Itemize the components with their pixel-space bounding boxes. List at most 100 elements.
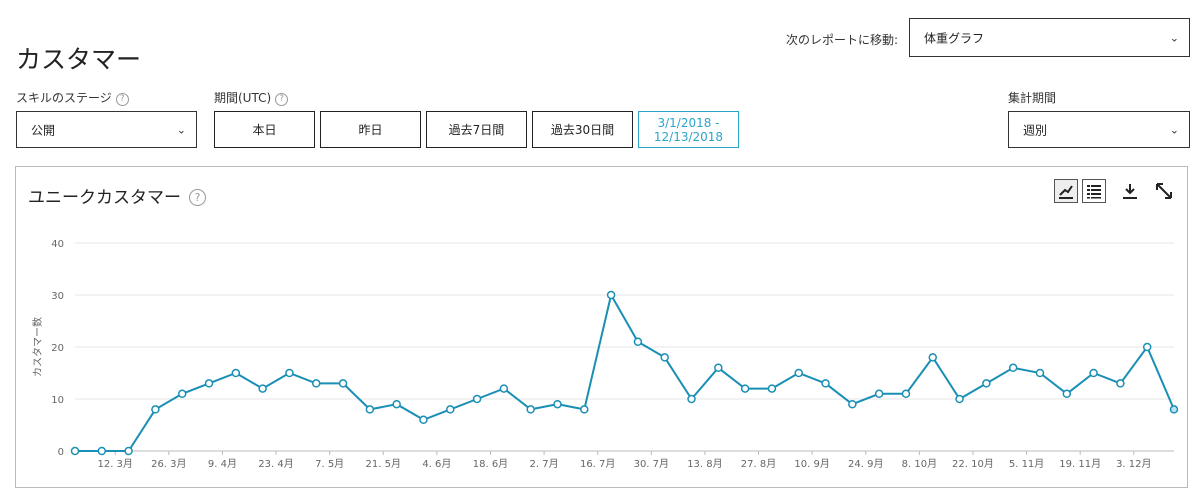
data-point[interactable] <box>848 399 857 409</box>
data-point[interactable] <box>70 446 80 456</box>
data-point[interactable] <box>928 353 938 362</box>
data-point[interactable] <box>901 389 911 399</box>
x-tick-label: 19. 11月 <box>1059 458 1101 470</box>
data-point[interactable] <box>580 405 589 414</box>
data-point[interactable] <box>687 394 696 404</box>
data-point[interactable] <box>97 446 107 456</box>
data-point[interactable] <box>1089 368 1098 378</box>
data-point[interactable] <box>821 379 830 388</box>
data-point[interactable] <box>446 405 455 414</box>
series-points <box>70 290 1179 456</box>
x-tick-label: 24. 9月 <box>848 458 883 470</box>
x-tick-label: 26. 3月 <box>151 458 186 470</box>
data-point[interactable] <box>1116 379 1125 388</box>
data-point[interactable] <box>258 384 267 393</box>
skill-stage-select[interactable]: 公開 ⌄ <box>16 111 197 148</box>
data-point[interactable] <box>874 389 884 399</box>
download-icon[interactable] <box>1118 179 1142 203</box>
data-point[interactable] <box>1008 363 1018 373</box>
data-point[interactable] <box>714 363 723 373</box>
data-point[interactable] <box>794 368 803 378</box>
period-7days-button[interactable]: 過去7日間 <box>426 111 527 148</box>
data-point[interactable] <box>767 384 777 393</box>
data-point[interactable] <box>526 405 535 414</box>
data-point[interactable] <box>338 379 348 388</box>
aggregation-select[interactable]: 週別 ⌄ <box>1008 111 1190 148</box>
data-point[interactable] <box>151 405 160 414</box>
data-point[interactable] <box>1035 368 1045 378</box>
help-icon[interactable]: ? <box>115 93 129 106</box>
help-icon[interactable]: ? <box>275 93 289 106</box>
aggregation-label: 集計期間 <box>1008 91 1057 105</box>
report-nav-label: 次のレポートに移動: <box>786 33 899 47</box>
aggregation-value: 週別 <box>1023 123 1048 137</box>
x-tick-label: 4. 6月 <box>422 458 451 470</box>
x-tick-label: 8. 10月 <box>902 458 937 470</box>
data-point[interactable] <box>204 379 214 388</box>
report-nav-select[interactable]: 体重グラフ ⌄ <box>909 18 1190 57</box>
period-label: 期間(UTC)? <box>214 89 289 106</box>
chevron-down-icon: ⌄ <box>1169 31 1179 44</box>
period-30days-button[interactable]: 過去30日間 <box>532 111 633 148</box>
skill-stage-value: 公開 <box>31 123 56 137</box>
chart-panel <box>15 166 1188 488</box>
data-point[interactable] <box>982 379 991 388</box>
y-tick-label: 20 <box>51 343 64 354</box>
y-tick-label: 30 <box>51 291 64 302</box>
x-tick-label: 13. 8月 <box>687 458 722 470</box>
data-point[interactable] <box>499 384 509 393</box>
x-tick-label: 16. 7月 <box>580 458 615 470</box>
report-nav-value: 体重グラフ <box>924 31 985 45</box>
help-icon[interactable]: ? <box>189 189 206 206</box>
x-tick-label: 3. 12月 <box>1116 458 1151 470</box>
chevron-down-icon: ⌄ <box>1169 123 1179 136</box>
table-list-icon[interactable] <box>1082 179 1106 203</box>
data-point[interactable] <box>1142 342 1152 352</box>
data-point[interactable] <box>740 384 750 393</box>
data-point[interactable] <box>1062 389 1072 399</box>
expand-icon[interactable] <box>1152 179 1176 203</box>
data-point[interactable] <box>365 405 375 414</box>
x-tick-label: 27. 8月 <box>741 458 776 470</box>
x-tick-label: 18. 6月 <box>473 458 508 470</box>
data-point[interactable] <box>231 368 241 378</box>
data-point[interactable] <box>311 379 321 388</box>
x-tick-label: 12. 3月 <box>97 458 132 470</box>
chart-grid <box>75 242 1174 452</box>
line-chart-icon[interactable] <box>1054 179 1078 203</box>
period-today-button[interactable]: 本日 <box>214 111 315 148</box>
custom-range-end: 12/13/2018 <box>653 129 724 144</box>
chart-x-axis: 12. 3月 26. 3月 9. 4月 23. 4月 7. 5月 21. 5月 4. 6月 1… <box>97 451 1152 470</box>
x-tick-label: 10. 9月 <box>794 458 829 470</box>
x-tick-label: 9. 4月 <box>208 458 237 470</box>
data-point[interactable] <box>1169 405 1179 414</box>
data-point[interactable] <box>633 337 643 347</box>
period-yesterday-button[interactable]: 昨日 <box>320 111 421 148</box>
data-point[interactable] <box>177 389 187 399</box>
x-tick-label: 21. 5月 <box>366 458 401 470</box>
chevron-down-icon: ⌄ <box>176 123 186 136</box>
data-point[interactable] <box>955 394 964 404</box>
data-point[interactable] <box>285 368 294 378</box>
skill-stage-label: スキルのステージ? <box>16 89 129 106</box>
y-axis-label: カスタマー数 <box>31 317 44 377</box>
y-tick-label: 10 <box>51 395 64 406</box>
y-tick-label: 40 <box>51 239 64 250</box>
data-point[interactable] <box>392 399 401 409</box>
chart-y-axis: 0 10 20 30 40 <box>51 239 64 458</box>
data-point[interactable] <box>660 353 669 362</box>
x-tick-label: 2. 7月 <box>530 458 559 470</box>
data-point[interactable] <box>124 446 133 456</box>
custom-range-start: 3/1/2018 - <box>657 115 720 130</box>
chart-title: ユニークカスタマー? <box>28 183 206 208</box>
data-point[interactable] <box>553 399 562 409</box>
x-tick-label: 30. 7月 <box>634 458 669 470</box>
data-point[interactable] <box>606 290 616 300</box>
x-tick-label: 7. 5月 <box>315 458 344 470</box>
x-tick-label: 5. 11月 <box>1009 458 1044 470</box>
data-point[interactable] <box>419 415 428 425</box>
y-tick-label: 0 <box>58 447 64 458</box>
data-point[interactable] <box>472 394 482 404</box>
period-custom-range-button[interactable]: 3/1/2018 - 12/13/2018 <box>638 111 739 148</box>
